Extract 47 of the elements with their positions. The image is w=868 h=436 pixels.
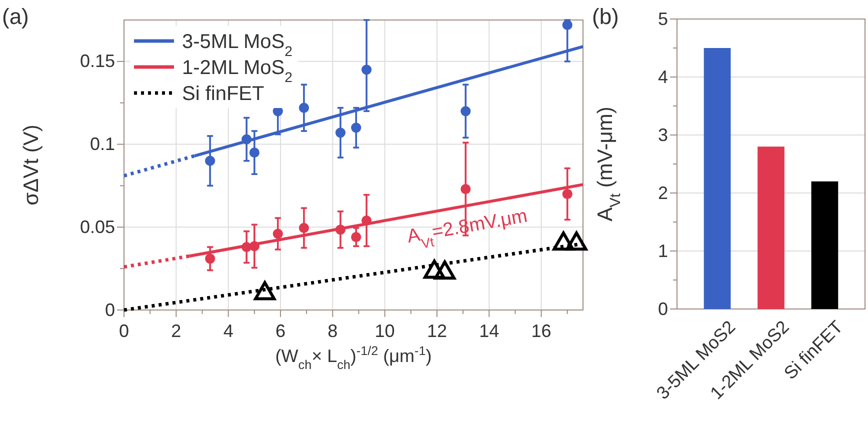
point — [335, 224, 346, 235]
x-tick-label: 0 — [118, 321, 130, 341]
x-tick-label: 12 — [426, 321, 447, 341]
y-tick-label: 5 — [658, 8, 668, 29]
point — [361, 64, 372, 75]
point — [460, 106, 471, 116]
point — [298, 102, 309, 113]
x-tick-label: 6 — [275, 321, 286, 341]
x-tick-label: 14 — [479, 321, 500, 341]
y-tick-label: 1 — [658, 240, 668, 261]
point — [205, 156, 216, 166]
point — [242, 134, 252, 144]
y-tick-label: 2 — [658, 182, 668, 203]
point — [460, 184, 471, 194]
bar — [704, 48, 731, 309]
point — [335, 128, 346, 138]
point — [205, 254, 216, 264]
bar — [758, 146, 784, 309]
point — [249, 148, 260, 158]
text: (W$_{ch}$× L$_{ch}$)$^{-1/2}$ (μm$^{-1}$) — [275, 344, 432, 372]
x-tick-label: 16 — [531, 321, 552, 341]
point — [361, 215, 372, 226]
legend-label: 3-5ML MoS$_{2}$ — [182, 31, 293, 59]
x-tick-label: 8 — [328, 321, 338, 341]
point — [351, 122, 362, 133]
legend-label: Si finFET — [182, 83, 264, 105]
x-tick-label: 2 — [171, 321, 182, 341]
annotation: A$_{Vt}$=2.8mV.μm — [406, 206, 529, 251]
x-tick-label: 4 — [223, 321, 234, 341]
y-axis-title: σΔVt (V) — [20, 124, 43, 206]
y-tick-label: 0 — [658, 298, 668, 319]
point — [298, 222, 309, 234]
point — [562, 188, 572, 200]
y-tick-label: 0.15 — [80, 51, 115, 72]
y-tick-label: 0 — [104, 300, 115, 320]
y-tick-label: 0.05 — [80, 216, 115, 237]
chart-title: (b) — [592, 4, 619, 29]
point — [351, 232, 362, 242]
y-tick-label: 3 — [658, 124, 668, 145]
y-tick-label: 0.1 — [90, 134, 115, 154]
point — [249, 241, 260, 252]
chart-title: (a) — [2, 4, 29, 29]
point — [272, 228, 283, 239]
bar — [811, 181, 838, 309]
legend-label: 1-2ML MoS$_{2}$ — [182, 57, 293, 85]
y-tick-label: 4 — [658, 66, 668, 87]
x-tick-label: 10 — [374, 321, 395, 341]
